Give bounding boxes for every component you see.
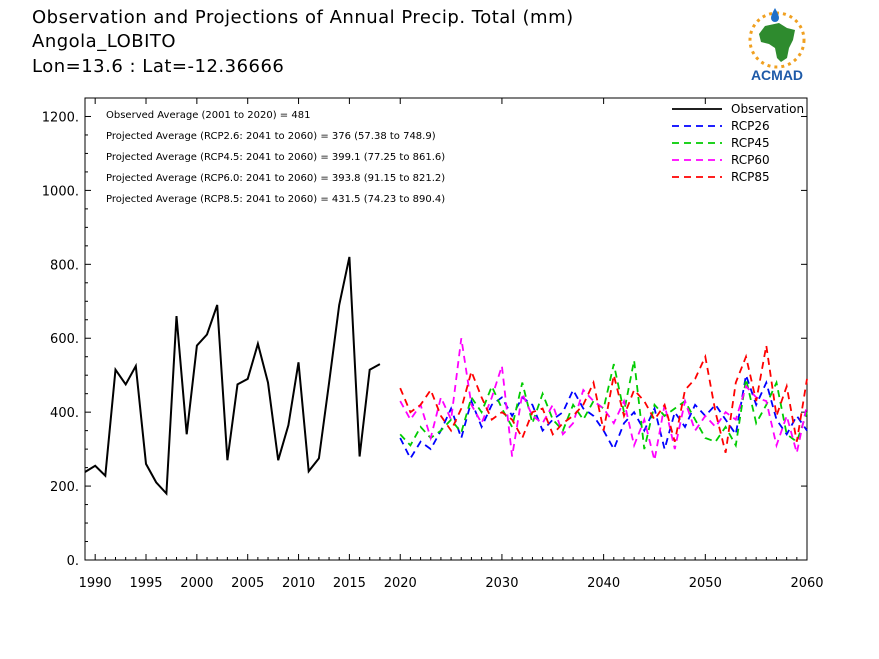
legend-label: RCP26 <box>731 119 770 133</box>
y-tick-label: 400. <box>50 406 79 421</box>
legend: Observation RCP26 RCP45 RCP60 RCP85 <box>672 102 804 184</box>
x-tick-label: 2060 <box>790 576 823 591</box>
annotation-line: Projected Average (RCP2.6: 2041 to 2060)… <box>106 131 436 142</box>
annotation-block: Observed Average (2001 to 2020) = 481 Pro… <box>106 110 445 205</box>
x-tick-label: 2020 <box>384 576 417 591</box>
logo-text: ACMAD <box>751 67 803 83</box>
legend-label: RCP85 <box>731 170 770 184</box>
annotation-line: Projected Average (RCP6.0: 2041 to 2060)… <box>106 173 445 184</box>
x-tick-label: 1990 <box>79 576 112 591</box>
x-tick-label: 2015 <box>333 576 366 591</box>
x-tick-label: 2005 <box>231 576 264 591</box>
y-tick-label: 200. <box>50 480 79 495</box>
annotation-line: Projected Average (RCP8.5: 2041 to 2060)… <box>106 194 445 205</box>
series-lines <box>84 256 808 496</box>
water-drop-icon <box>771 8 779 22</box>
x-axis: 1990 1995 2000 2005 2010 2015 2020 2030 2040 2050… <box>79 98 824 591</box>
y-tick-label: 1000. <box>42 184 79 199</box>
x-tick-label: 2040 <box>587 576 620 591</box>
legend-label: RCP60 <box>731 153 770 167</box>
series-line-rcp60 <box>399 338 808 461</box>
annotation-line: Observed Average (2001 to 2020) = 481 <box>106 110 310 121</box>
legend-label: Observation <box>731 102 804 116</box>
x-tick-label: 2050 <box>689 576 722 591</box>
x-tick-label: 2010 <box>282 576 315 591</box>
series-line-rcp85 <box>399 345 808 454</box>
africa-map-icon <box>759 23 795 62</box>
y-tick-label: 800. <box>50 258 79 273</box>
annotation-line: Projected Average (RCP4.5: 2041 to 2060)… <box>106 152 445 163</box>
legend-label: RCP45 <box>731 136 770 150</box>
station-coordinates: Lon=13.6 : Lat=-12.36666 <box>32 56 285 77</box>
chart-title: Observation and Projections of Annual Pr… <box>32 7 574 28</box>
x-tick-label: 2000 <box>180 576 213 591</box>
series-line-rcp45 <box>399 360 808 450</box>
acmad-logo: ACMAD <box>748 8 806 83</box>
y-tick-label: 1200. <box>42 110 79 125</box>
y-tick-label: 0. <box>67 554 79 569</box>
plot-area <box>84 97 808 561</box>
series-line-observation <box>84 256 381 496</box>
station-name: Angola_LOBITO <box>32 31 177 52</box>
x-tick-label: 1995 <box>129 576 162 591</box>
y-tick-label: 600. <box>50 332 79 347</box>
y-axis: 0. 200. 400. 600. 800. 1000. 1200. <box>42 110 807 569</box>
x-tick-label: 2030 <box>485 576 518 591</box>
